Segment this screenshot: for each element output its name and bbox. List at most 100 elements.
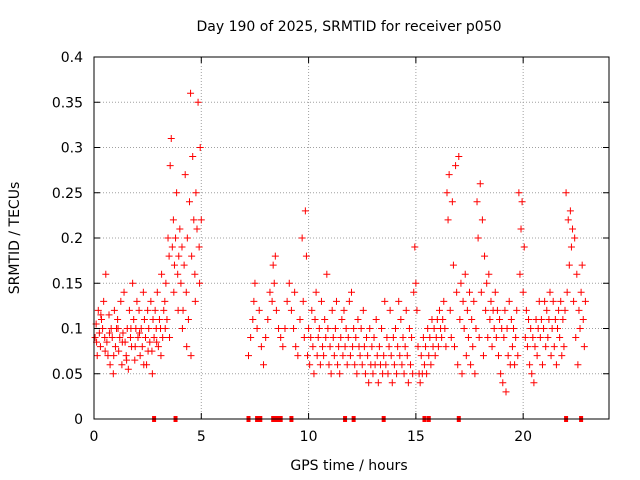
data-point bbox=[479, 352, 487, 360]
data-point bbox=[184, 315, 192, 323]
data-point bbox=[175, 252, 183, 260]
data-point bbox=[395, 297, 403, 305]
data-point bbox=[245, 352, 252, 360]
data-point bbox=[148, 370, 156, 378]
data-point bbox=[512, 334, 520, 342]
data-point bbox=[106, 361, 114, 369]
data-point bbox=[473, 198, 481, 206]
data-point bbox=[490, 325, 498, 332]
data-point bbox=[352, 334, 360, 342]
data-point bbox=[364, 352, 372, 360]
data-point bbox=[576, 325, 584, 332]
data-point bbox=[114, 315, 122, 323]
data-point bbox=[313, 352, 321, 360]
data-point bbox=[117, 297, 125, 305]
data-point bbox=[114, 325, 122, 332]
data-point bbox=[339, 352, 347, 360]
y-tick-label: 0.1 bbox=[61, 322, 83, 338]
data-point bbox=[555, 306, 563, 314]
data-point bbox=[151, 306, 159, 314]
data-point bbox=[357, 325, 365, 332]
data-point bbox=[579, 315, 587, 323]
data-point bbox=[423, 370, 431, 378]
data-point bbox=[425, 352, 433, 360]
data-point bbox=[183, 343, 191, 351]
data-point bbox=[197, 216, 205, 224]
data-point bbox=[138, 343, 146, 351]
data-point bbox=[187, 89, 195, 97]
data-point bbox=[456, 315, 464, 323]
data-point bbox=[94, 306, 102, 314]
data-point bbox=[522, 306, 530, 314]
data-point bbox=[527, 325, 535, 332]
data-point bbox=[275, 325, 283, 332]
data-point bbox=[100, 297, 108, 305]
data-point bbox=[329, 334, 337, 342]
data-point bbox=[565, 261, 573, 269]
data-point bbox=[181, 171, 189, 179]
data-point bbox=[195, 243, 203, 251]
data-point bbox=[526, 361, 534, 369]
data-point bbox=[320, 352, 328, 360]
data-point bbox=[272, 306, 280, 314]
data-point bbox=[354, 315, 362, 323]
data-point bbox=[331, 325, 339, 332]
data-point bbox=[494, 352, 502, 360]
data-point bbox=[431, 352, 439, 360]
data-point bbox=[264, 315, 272, 323]
y-tick-label: 0.15 bbox=[52, 276, 83, 292]
data-point bbox=[146, 338, 154, 346]
data-point bbox=[566, 207, 574, 215]
data-point bbox=[402, 306, 410, 314]
data-point bbox=[491, 288, 499, 296]
data-point bbox=[424, 325, 432, 332]
data-point bbox=[496, 315, 504, 323]
data-point bbox=[98, 315, 106, 323]
data-point bbox=[145, 325, 153, 332]
data-point bbox=[118, 361, 126, 369]
grid bbox=[94, 57, 609, 419]
data-point bbox=[129, 279, 137, 287]
data-point bbox=[103, 338, 111, 346]
data-point bbox=[484, 334, 492, 342]
data-point bbox=[449, 261, 457, 269]
data-point bbox=[260, 361, 268, 369]
y-axis-label: SRMTID / TECUs bbox=[7, 182, 23, 295]
data-point bbox=[412, 279, 420, 287]
data-point bbox=[446, 306, 454, 314]
data-point bbox=[359, 306, 367, 314]
data-point bbox=[173, 189, 181, 197]
data-point bbox=[471, 370, 479, 378]
data-point bbox=[457, 279, 465, 287]
data-point bbox=[563, 288, 571, 296]
data-point bbox=[149, 315, 157, 323]
data-point bbox=[574, 361, 582, 369]
data-point bbox=[538, 361, 546, 369]
data-point bbox=[346, 352, 354, 360]
data-point bbox=[305, 325, 313, 332]
data-point bbox=[410, 288, 418, 296]
data-point bbox=[435, 306, 443, 314]
data-point bbox=[561, 306, 569, 314]
data-point bbox=[304, 352, 312, 360]
y-tick-label: 0.4 bbox=[61, 50, 83, 66]
data-point bbox=[460, 325, 468, 332]
data-point bbox=[551, 315, 559, 323]
data-point bbox=[102, 270, 110, 278]
data-point bbox=[466, 288, 474, 296]
data-point bbox=[157, 352, 165, 360]
data-point bbox=[294, 352, 302, 360]
data-point bbox=[334, 361, 342, 369]
data-point bbox=[99, 325, 107, 332]
data-point bbox=[386, 306, 394, 314]
data-point bbox=[326, 343, 334, 351]
data-point bbox=[277, 334, 285, 342]
data-point bbox=[365, 379, 373, 387]
x-tick-label: 5 bbox=[197, 429, 206, 445]
data-point bbox=[363, 334, 371, 342]
data-point bbox=[190, 216, 198, 224]
data-point bbox=[165, 252, 173, 260]
data-point bbox=[444, 216, 452, 224]
data-point bbox=[161, 297, 169, 305]
